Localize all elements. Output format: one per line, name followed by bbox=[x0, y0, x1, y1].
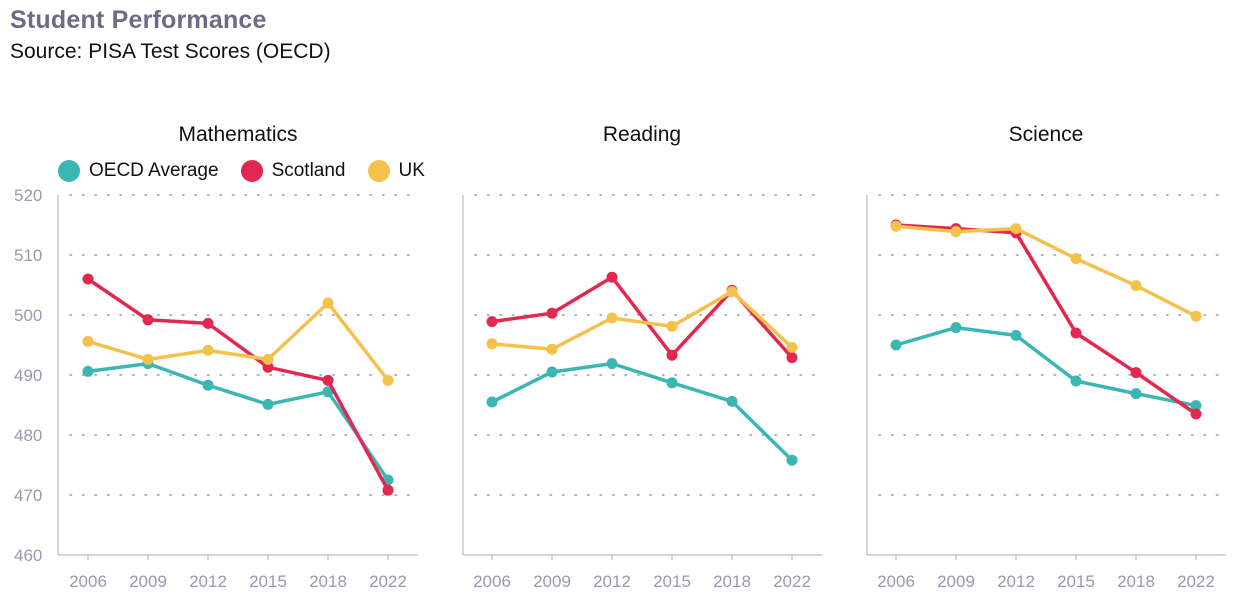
data-point-mathematics-uk-2006 bbox=[82, 335, 94, 347]
data-point-mathematics-scotland-2012 bbox=[202, 317, 214, 329]
legend-item-uk[interactable]: UK bbox=[367, 160, 425, 182]
data-point-science-uk-2012 bbox=[1010, 223, 1022, 235]
data-point-reading-uk-2015 bbox=[666, 320, 678, 332]
legend: OECD Average Scotland UK bbox=[58, 160, 447, 182]
data-point-reading-oecd-average-2009 bbox=[546, 366, 558, 378]
data-point-reading-scotland-2012 bbox=[606, 271, 618, 283]
data-point-science-uk-2006 bbox=[890, 220, 902, 232]
data-point-science-scotland-2018 bbox=[1130, 367, 1142, 379]
data-point-mathematics-scotland-2009 bbox=[142, 314, 154, 326]
data-point-science-oecd-average-2022 bbox=[1190, 400, 1202, 412]
x-tick-label-science-2012: 2012 bbox=[997, 572, 1035, 591]
data-point-science-uk-2015 bbox=[1070, 253, 1082, 265]
data-point-science-oecd-average-2018 bbox=[1130, 388, 1142, 400]
data-point-reading-uk-2012 bbox=[606, 312, 618, 324]
y-tick-label-510: 510 bbox=[14, 246, 42, 265]
legend-item-oecd-average[interactable]: OECD Average bbox=[58, 160, 219, 182]
data-point-science-oecd-average-2012 bbox=[1010, 329, 1022, 341]
legend-label-uk: UK bbox=[398, 160, 425, 181]
y-tick-label-480: 480 bbox=[14, 426, 42, 445]
data-point-reading-oecd-average-2018 bbox=[726, 395, 738, 407]
x-tick-label-science-2018: 2018 bbox=[1117, 572, 1155, 591]
legend-label-scotland: Scotland bbox=[271, 160, 346, 181]
x-tick-label-mathematics-2006: 2006 bbox=[69, 572, 107, 591]
legend-swatch-oecd-average bbox=[58, 160, 80, 182]
series-line-science-scotland bbox=[894, 223, 1198, 416]
legend-item-scotland[interactable]: Scotland bbox=[240, 160, 346, 182]
series-line-mathematics-scotland bbox=[86, 277, 390, 492]
y-tick-label-500: 500 bbox=[14, 306, 42, 325]
data-point-mathematics-uk-2018 bbox=[322, 297, 334, 309]
data-point-science-oecd-average-2009 bbox=[950, 322, 962, 334]
data-point-mathematics-oecd-average-2012 bbox=[202, 379, 214, 391]
panel-title-science: Science bbox=[1009, 123, 1084, 146]
series-line-mathematics-oecd-average bbox=[86, 361, 390, 482]
series-line-reading-oecd-average bbox=[490, 361, 794, 462]
x-tick-label-science-2015: 2015 bbox=[1057, 572, 1095, 591]
data-point-reading-oecd-average-2022 bbox=[786, 454, 798, 466]
data-point-reading-scotland-2006 bbox=[486, 316, 498, 328]
x-tick-label-reading-2009: 2009 bbox=[533, 572, 571, 591]
data-point-mathematics-uk-2015 bbox=[262, 353, 274, 365]
x-tick-label-mathematics-2022: 2022 bbox=[369, 572, 407, 591]
data-point-science-uk-2009 bbox=[950, 226, 962, 238]
data-point-reading-scotland-2022 bbox=[786, 352, 798, 364]
x-tick-label-science-2006: 2006 bbox=[877, 572, 915, 591]
data-point-reading-uk-2022 bbox=[786, 341, 798, 353]
series-line-mathematics-uk bbox=[86, 301, 390, 383]
data-point-reading-uk-2009 bbox=[546, 343, 558, 355]
data-point-reading-oecd-average-2012 bbox=[606, 358, 618, 370]
x-tick-label-science-2009: 2009 bbox=[937, 572, 975, 591]
x-tick-label-reading-2022: 2022 bbox=[773, 572, 811, 591]
chart-subtitle: Source: PISA Test Scores (OECD) bbox=[10, 40, 331, 63]
data-point-reading-scotland-2015 bbox=[666, 349, 678, 361]
data-point-reading-uk-2006 bbox=[486, 338, 498, 350]
series-line-reading-uk bbox=[490, 289, 794, 351]
legend-swatch-scotland bbox=[240, 160, 263, 182]
data-point-science-oecd-average-2006 bbox=[890, 339, 902, 351]
series-line-science-oecd-average bbox=[894, 325, 1198, 408]
data-point-reading-oecd-average-2006 bbox=[486, 396, 498, 408]
x-tick-label-mathematics-2018: 2018 bbox=[309, 572, 347, 591]
data-point-mathematics-uk-2012 bbox=[202, 344, 214, 356]
data-point-mathematics-uk-2022 bbox=[382, 374, 394, 386]
data-point-science-oecd-average-2015 bbox=[1070, 375, 1082, 387]
x-tick-label-reading-2012: 2012 bbox=[593, 572, 631, 591]
x-tick-label-reading-2006: 2006 bbox=[473, 572, 511, 591]
y-tick-label-490: 490 bbox=[14, 366, 42, 385]
data-point-science-scotland-2015 bbox=[1070, 327, 1082, 339]
y-tick-label-520: 520 bbox=[14, 186, 42, 205]
data-point-reading-scotland-2009 bbox=[546, 307, 558, 319]
y-tick-label-470: 470 bbox=[14, 486, 42, 505]
data-point-science-uk-2018 bbox=[1130, 280, 1142, 292]
data-point-mathematics-scotland-2015 bbox=[262, 361, 274, 373]
x-tick-label-reading-2018: 2018 bbox=[713, 572, 751, 591]
legend-label-oecd-average: OECD Average bbox=[89, 160, 219, 181]
series-line-reading-scotland bbox=[490, 275, 794, 360]
panel-title-reading: Reading bbox=[603, 123, 681, 146]
x-tick-label-mathematics-2012: 2012 bbox=[189, 572, 227, 591]
series-line-science-uk bbox=[894, 224, 1198, 318]
data-point-mathematics-oecd-average-2006 bbox=[82, 365, 94, 377]
legend-swatch-uk bbox=[367, 160, 390, 182]
data-point-mathematics-oecd-average-2015 bbox=[262, 398, 274, 410]
x-tick-label-reading-2015: 2015 bbox=[653, 572, 691, 591]
data-point-science-scotland-2022 bbox=[1190, 408, 1202, 420]
panel-title-mathematics: Mathematics bbox=[178, 123, 297, 146]
chart-title: Student Performance bbox=[10, 6, 267, 34]
data-point-reading-oecd-average-2015 bbox=[666, 377, 678, 389]
data-point-mathematics-uk-2009 bbox=[142, 353, 154, 365]
x-tick-label-mathematics-2009: 2009 bbox=[129, 572, 167, 591]
data-point-reading-uk-2018 bbox=[726, 286, 738, 298]
x-tick-label-mathematics-2015: 2015 bbox=[249, 572, 287, 591]
x-tick-label-science-2022: 2022 bbox=[1177, 572, 1215, 591]
data-point-mathematics-scotland-2018 bbox=[322, 374, 334, 386]
y-tick-label-460: 460 bbox=[14, 546, 42, 565]
data-point-mathematics-scotland-2022 bbox=[382, 484, 394, 496]
data-point-mathematics-scotland-2006 bbox=[82, 273, 94, 285]
data-point-science-uk-2022 bbox=[1190, 310, 1202, 322]
